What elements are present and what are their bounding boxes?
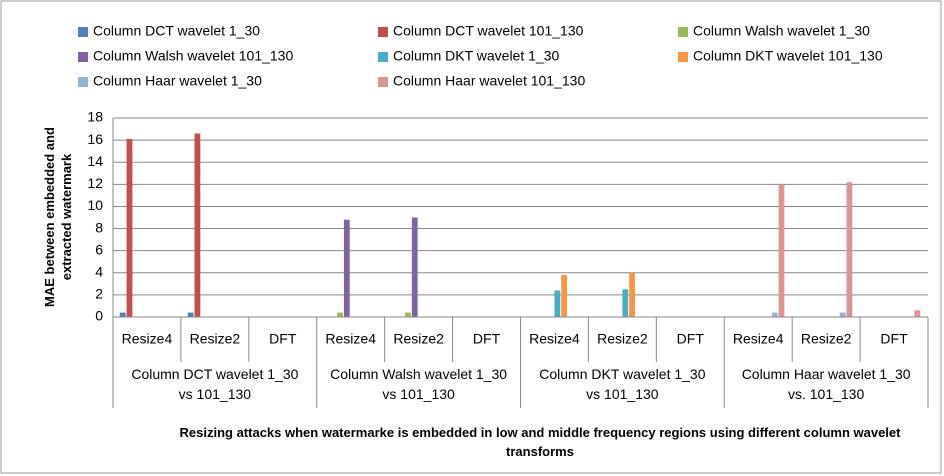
- bar: [337, 312, 343, 317]
- bar: [778, 184, 785, 317]
- legend-swatch: [78, 77, 88, 87]
- legend-swatch: [678, 27, 688, 37]
- y-tick-label: 6: [95, 241, 103, 257]
- bar: [194, 133, 201, 317]
- y-tick-label: 0: [95, 308, 103, 324]
- y-tick-label: 8: [95, 219, 103, 235]
- y-tick-label: 14: [87, 153, 103, 169]
- legend-label: Column DCT wavelet 101_130: [393, 23, 584, 39]
- legend-label: Column DCT wavelet 1_30: [93, 23, 260, 39]
- x-tick-label: Resize2: [597, 331, 648, 347]
- y-tick-label: 16: [87, 131, 103, 147]
- category-group-label: Column DKT wavelet 1_30 vs 101_130: [539, 366, 706, 402]
- category-group-label: Column Haar wavelet 1_30 vs. 101_130: [741, 366, 911, 402]
- legend-label: Column DKT wavelet 1_30: [393, 48, 559, 64]
- category-group-label: Column DCT wavelet 1_30 vs 101_130: [131, 366, 299, 402]
- bar: [187, 312, 194, 317]
- legend-label: Column Haar wavelet 101_130: [393, 73, 585, 89]
- category-group-label: Column Walsh wavelet 1_30 vs 101_130: [330, 366, 508, 402]
- bar: [771, 312, 778, 317]
- x-axis-label: Resizing attacks when watermarke is embe…: [179, 425, 901, 459]
- bar: [629, 272, 635, 317]
- bar: [119, 312, 126, 317]
- legend-swatch: [678, 52, 688, 62]
- legend-label: Column Walsh wavelet 101_130: [93, 48, 293, 64]
- bar: [126, 139, 133, 317]
- bar: [561, 274, 568, 317]
- x-tick-label: DFT: [880, 331, 908, 347]
- legend-swatch: [378, 52, 388, 62]
- legend-label: Column Walsh wavelet 1_30: [693, 23, 870, 39]
- bar: [343, 219, 350, 317]
- y-tick-label: 12: [87, 175, 103, 191]
- legend-label: Column Haar wavelet 1_30: [93, 73, 262, 89]
- bar: [622, 289, 629, 317]
- legend-swatch: [378, 27, 388, 37]
- x-tick-label: Resize4: [733, 331, 784, 347]
- x-tick-label: Resize4: [122, 331, 173, 347]
- y-tick-label: 2: [95, 286, 103, 302]
- x-tick-label: Resize2: [393, 331, 444, 347]
- y-tick-label: 10: [87, 197, 103, 213]
- bar: [914, 310, 921, 317]
- bar: [405, 312, 411, 317]
- bar: [846, 182, 853, 317]
- x-tick-label: Resize2: [190, 331, 241, 347]
- bar: [411, 217, 418, 317]
- y-tick-label: 4: [95, 263, 103, 279]
- x-tick-label: DFT: [269, 331, 297, 347]
- y-tick-label: 18: [87, 109, 103, 125]
- x-tick-label: Resize4: [529, 331, 580, 347]
- legend-label: Column DKT wavelet 101_130: [693, 48, 883, 64]
- legend-swatch: [78, 27, 88, 37]
- y-axis-label: MAE between embedded and extracted water…: [42, 127, 74, 307]
- x-tick-label: Resize4: [325, 331, 376, 347]
- x-tick-label: Resize2: [801, 331, 852, 347]
- legend-swatch: [378, 77, 388, 87]
- x-tick-label: DFT: [473, 331, 501, 347]
- bar: [839, 312, 846, 317]
- bar: [554, 290, 561, 317]
- legend-swatch: [78, 52, 88, 62]
- x-tick-label: DFT: [677, 331, 705, 347]
